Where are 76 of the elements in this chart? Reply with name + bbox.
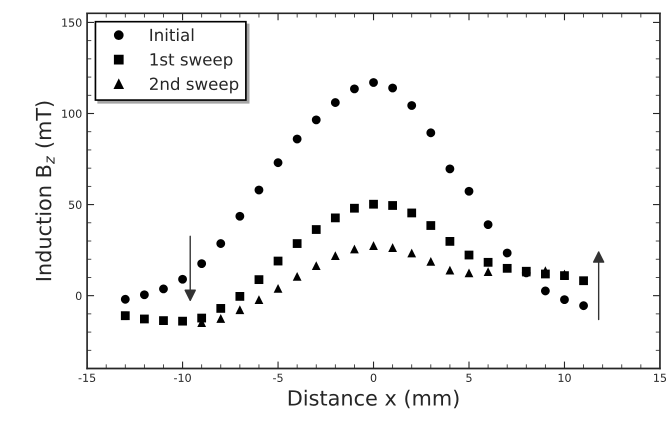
point bbox=[388, 84, 398, 92]
x-tick-label: 15 bbox=[654, 374, 666, 382]
point bbox=[292, 134, 302, 144]
point bbox=[484, 220, 492, 230]
point bbox=[446, 164, 454, 174]
point bbox=[274, 256, 282, 266]
point bbox=[235, 305, 244, 314]
x-tick-label: 10 bbox=[558, 374, 571, 382]
x-tick-label: 5 bbox=[466, 374, 472, 382]
legend-label: Initial bbox=[150, 28, 194, 42]
point bbox=[464, 268, 474, 278]
point bbox=[579, 301, 588, 310]
point bbox=[407, 101, 416, 110]
point bbox=[254, 275, 264, 284]
point bbox=[120, 311, 130, 320]
point bbox=[388, 201, 398, 210]
point bbox=[274, 284, 282, 293]
point bbox=[216, 314, 226, 323]
point bbox=[407, 208, 416, 218]
point bbox=[312, 115, 321, 124]
point bbox=[446, 266, 454, 275]
point bbox=[312, 225, 321, 234]
point bbox=[159, 284, 168, 294]
y-tick-label: 0 bbox=[76, 292, 82, 300]
point bbox=[350, 204, 359, 213]
point bbox=[178, 316, 187, 326]
point bbox=[426, 128, 436, 138]
point bbox=[274, 158, 282, 168]
point bbox=[502, 248, 512, 258]
y-axis-title: Induction B$_{z}$ (mT) bbox=[35, 102, 55, 280]
point bbox=[369, 200, 378, 209]
point bbox=[369, 241, 378, 250]
point bbox=[464, 186, 474, 196]
point bbox=[579, 276, 588, 286]
point bbox=[140, 290, 149, 300]
point bbox=[254, 186, 264, 194]
point bbox=[502, 264, 512, 273]
x-tick-label: -5 bbox=[273, 374, 283, 382]
x-tick-label: -15 bbox=[78, 374, 96, 382]
point bbox=[330, 251, 340, 260]
point bbox=[350, 244, 359, 254]
point bbox=[560, 295, 569, 304]
point bbox=[254, 295, 264, 304]
point bbox=[330, 213, 340, 222]
point bbox=[350, 84, 359, 94]
point bbox=[330, 98, 340, 107]
point bbox=[484, 267, 492, 276]
point bbox=[369, 78, 378, 87]
point bbox=[120, 294, 130, 304]
point bbox=[292, 239, 302, 248]
point bbox=[216, 239, 226, 248]
point bbox=[426, 221, 436, 230]
point bbox=[312, 261, 321, 270]
point bbox=[464, 250, 474, 260]
legend-label: 2nd sweep bbox=[150, 77, 238, 94]
point bbox=[140, 314, 149, 324]
y-tick-label: 150 bbox=[62, 18, 82, 27]
y-tick-label: 50 bbox=[68, 200, 82, 209]
legend-label: 1st sweep bbox=[150, 53, 232, 69]
point bbox=[484, 258, 492, 267]
point bbox=[178, 274, 187, 284]
y-tick-label: 100 bbox=[62, 109, 82, 118]
point bbox=[292, 272, 302, 281]
x-tick-label: -10 bbox=[174, 374, 191, 382]
point bbox=[446, 236, 454, 246]
point bbox=[235, 212, 244, 221]
x-tick-label: 0 bbox=[370, 374, 376, 382]
x-axis-title: Distance x (mm) bbox=[288, 390, 458, 408]
point bbox=[197, 259, 206, 268]
point bbox=[235, 292, 244, 301]
point bbox=[407, 248, 416, 258]
point bbox=[216, 304, 226, 313]
point bbox=[159, 316, 168, 326]
point bbox=[540, 286, 550, 296]
point bbox=[388, 243, 398, 252]
point bbox=[426, 257, 436, 266]
